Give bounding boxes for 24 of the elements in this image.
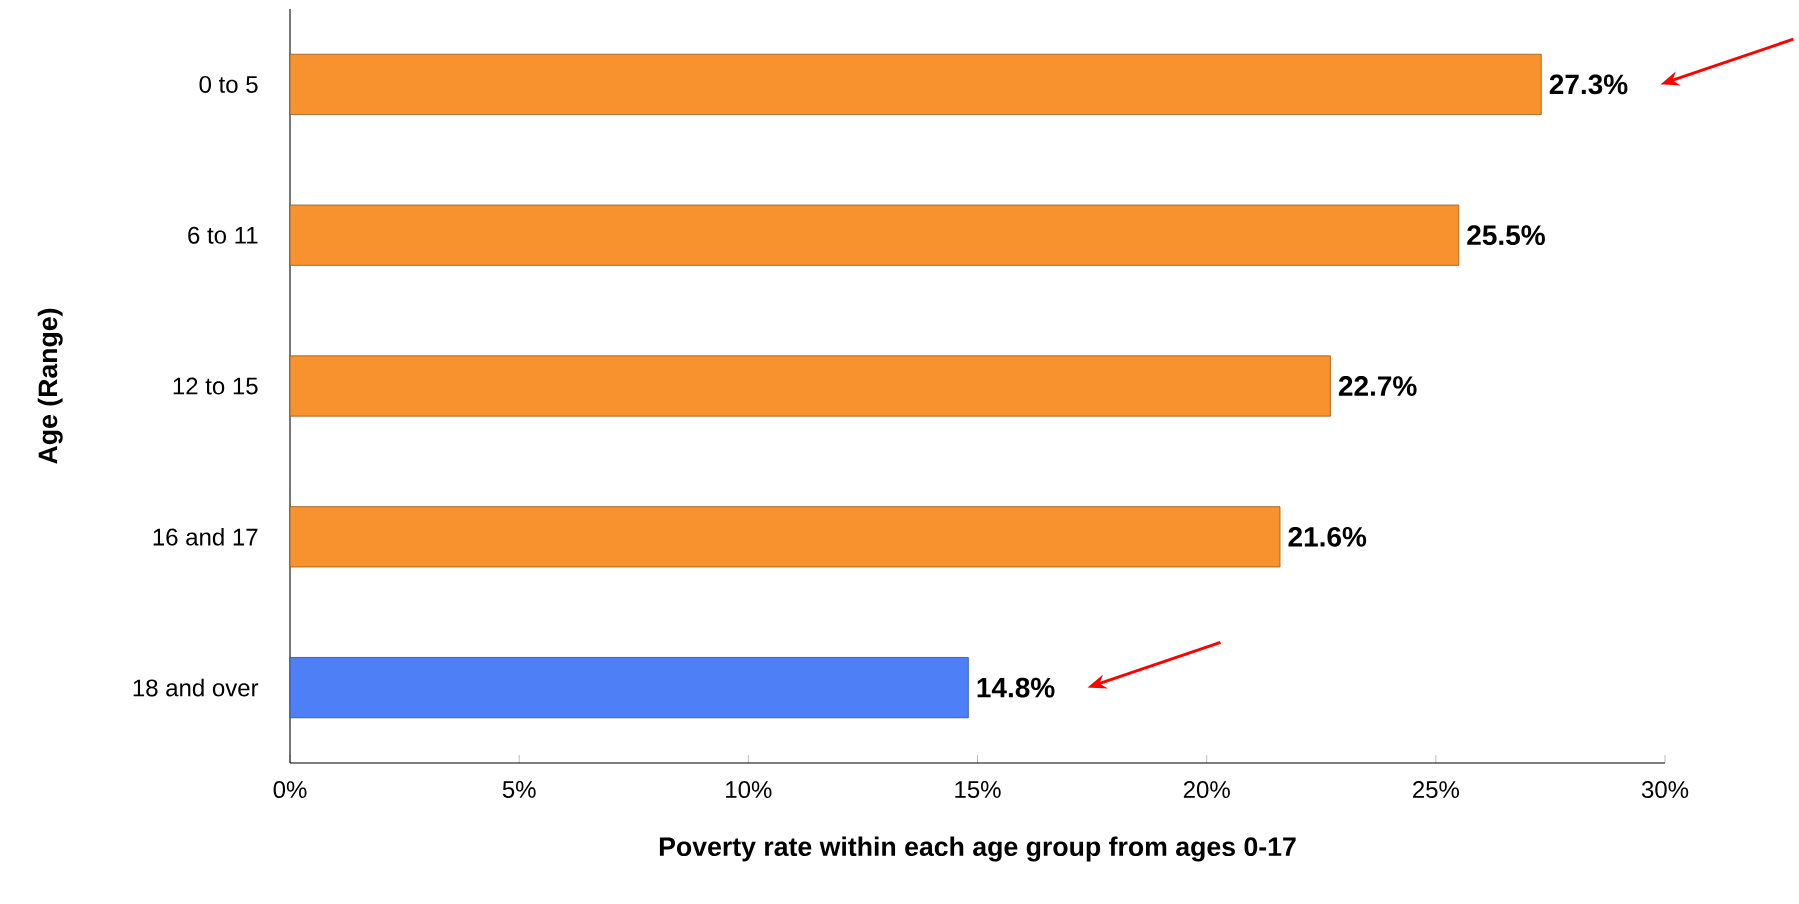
x-tick-label: 30% [1641, 781, 1689, 799]
y-tick-label: 0 to 5 [199, 75, 258, 93]
bar [289, 506, 1281, 568]
y-tick-label: 6 to 11 [188, 226, 258, 244]
data-label: 22.7% [1338, 376, 1417, 396]
bar [289, 355, 1331, 417]
x-tick-label: 20% [1183, 781, 1230, 799]
y-tick-label: 16 and 17 [153, 527, 258, 546]
data-label: 14.8% [977, 677, 1055, 698]
y-tick-label: 12 to 15 [173, 377, 258, 395]
y-axis-title: Age (Range) [37, 308, 63, 464]
data-label: 25.5% [1467, 225, 1545, 246]
bar [289, 204, 1460, 266]
x-tick-label: 0% [273, 781, 307, 799]
data-label: 27.3% [1549, 74, 1628, 95]
bar [289, 657, 969, 719]
bar [289, 53, 1542, 115]
y-tick-label: 18 and over [133, 678, 259, 697]
data-label: 21.6% [1288, 526, 1367, 547]
x-tick-label: 25% [1413, 781, 1460, 799]
x-axis-title: Poverty rate within each age group from ages 0-17 [659, 836, 1296, 862]
x-tick-label: 5% [502, 781, 536, 798]
x-tick-label: 10% [726, 781, 772, 799]
x-tick-label: 15% [955, 781, 1001, 798]
